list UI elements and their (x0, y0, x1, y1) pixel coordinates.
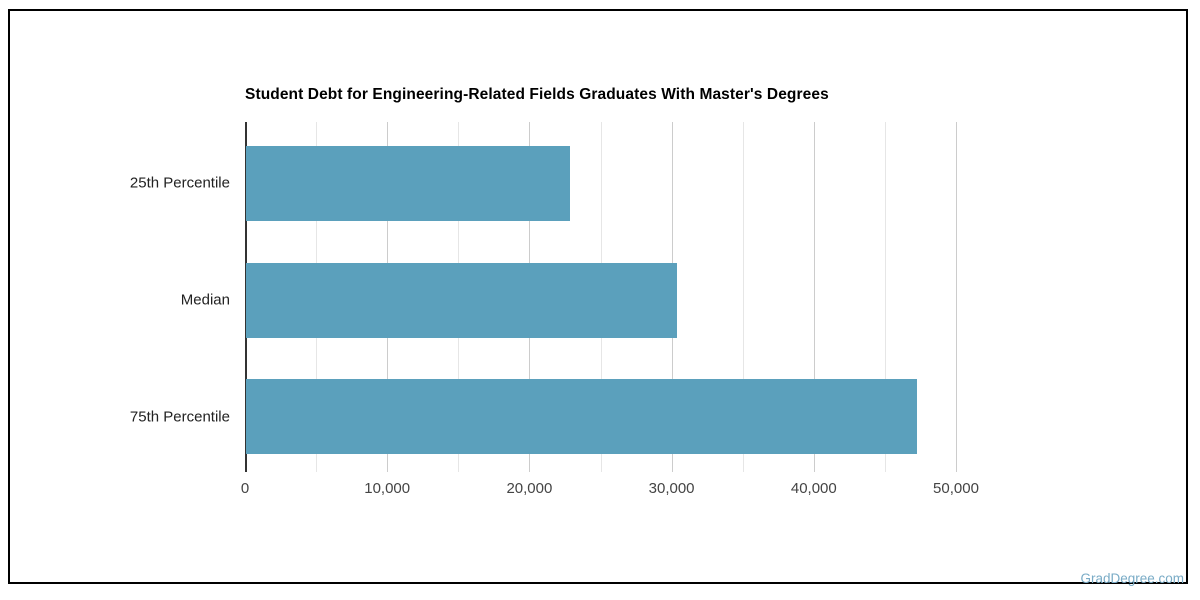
gridline (742, 122, 744, 472)
x-axis-tick-label: 40,000 (790, 480, 837, 497)
bar (246, 263, 677, 338)
gridline (813, 122, 815, 472)
y-axis-label: 75th Percentile (129, 408, 230, 426)
watermark: GradDegree.com (1080, 571, 1184, 586)
y-axis-label: Median (180, 291, 230, 309)
x-axis-tick-label: 50,000 (933, 480, 979, 497)
chart-title: Student Debt for Engineering-Related Fie… (245, 86, 829, 103)
gridline (956, 122, 957, 472)
x-axis-tick-label: 0 (240, 480, 250, 497)
y-axis-label: 25th Percentile (129, 174, 230, 192)
bar (246, 146, 570, 221)
x-axis-tick-label: 30,000 (648, 480, 695, 497)
gridline (884, 122, 886, 472)
x-axis-tick-label: 20,000 (506, 480, 553, 497)
bar (246, 379, 917, 454)
x-axis-tick-label: 10,000 (364, 480, 411, 497)
plot-area (245, 122, 957, 472)
